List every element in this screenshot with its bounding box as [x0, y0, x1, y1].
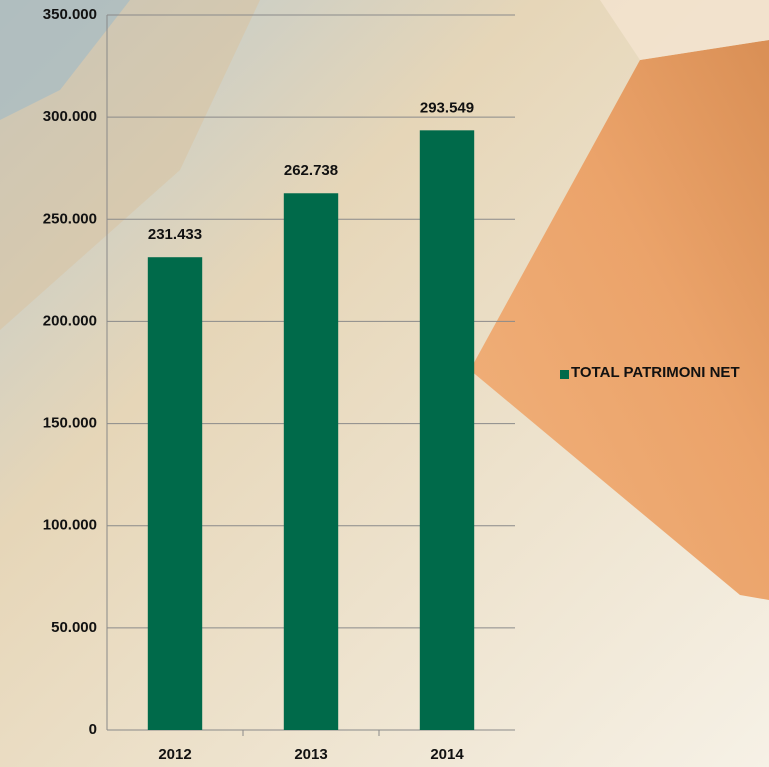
y-tick-label: 300.000: [43, 108, 97, 125]
y-tick-label: 0: [89, 721, 97, 738]
value-label: 262.738: [284, 162, 338, 179]
y-tick-label: 200.000: [43, 312, 97, 329]
legend-label: TOTAL PATRIMONI NET: [571, 363, 767, 383]
bar: [148, 257, 202, 730]
page: 0 50.000 100.000 150.000 200.000 250.000 300.0…: [0, 0, 769, 767]
x-tick-label: 2013: [294, 746, 327, 763]
y-tick-label: 150.000: [43, 415, 97, 432]
bar: [420, 130, 474, 730]
x-tick-label: 2012: [158, 746, 191, 763]
bar: [284, 193, 338, 730]
value-label: 293.549: [420, 99, 474, 116]
y-tick-label: 350.000: [43, 6, 97, 23]
value-label: 231.433: [148, 226, 202, 243]
chart: 0 50.000 100.000 150.000 200.000 250.000 300.0…: [0, 0, 769, 767]
y-tick-label: 250.000: [43, 210, 97, 227]
x-tick-label: 2014: [430, 746, 464, 763]
legend-swatch: [560, 370, 569, 379]
y-tick-label: 100.000: [43, 517, 97, 534]
y-tick-label: 50.000: [51, 619, 97, 636]
